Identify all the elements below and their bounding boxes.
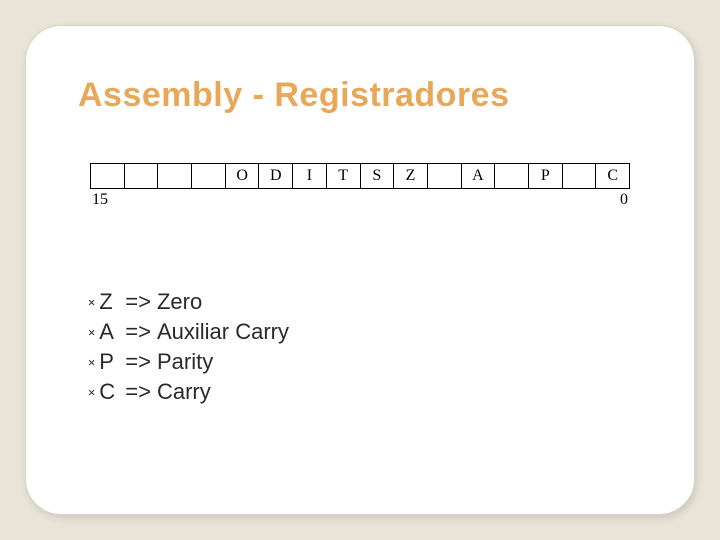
flag-cell: P xyxy=(529,164,563,188)
flag-letter: A xyxy=(99,319,119,345)
bit-high-label: 15 xyxy=(92,191,108,209)
arrow-text: => xyxy=(125,349,151,375)
definition-line: ༝ P => Parity xyxy=(88,349,654,375)
slide-title: Assembly - Registradores xyxy=(78,76,654,115)
flag-cell xyxy=(563,164,597,188)
flag-letter: P xyxy=(99,349,119,375)
arrow-text: => xyxy=(125,379,151,405)
flag-cell xyxy=(495,164,529,188)
flag-definitions: ༝ Z => Zero ༝ A => Auxiliar Carry ༝ P =>… xyxy=(88,289,654,405)
flag-meaning: Carry xyxy=(157,379,211,405)
arrow-text: => xyxy=(125,289,151,315)
flag-cell xyxy=(158,164,192,188)
definition-line: ༝ Z => Zero xyxy=(88,289,654,315)
flag-cell: S xyxy=(361,164,395,188)
arrow-text: => xyxy=(125,319,151,345)
flag-cell: T xyxy=(327,164,361,188)
flag-cell: O xyxy=(226,164,260,188)
flag-register-figure: O D I T S Z A P C 15 0 xyxy=(90,163,630,209)
flag-letter: C xyxy=(99,379,119,405)
flag-cell xyxy=(91,164,125,188)
flag-meaning: Parity xyxy=(157,349,213,375)
flag-cell: Z xyxy=(394,164,428,188)
bullet-icon: ༝ xyxy=(88,322,95,342)
flag-cell xyxy=(192,164,226,188)
flag-cell: A xyxy=(462,164,496,188)
flag-register-row: O D I T S Z A P C xyxy=(90,163,630,189)
flag-meaning: Zero xyxy=(157,289,202,315)
flag-cell: I xyxy=(293,164,327,188)
flag-cell xyxy=(125,164,159,188)
flag-cell: C xyxy=(596,164,629,188)
bullet-icon: ༝ xyxy=(88,292,95,312)
bullet-icon: ༝ xyxy=(88,352,95,372)
flag-cell xyxy=(428,164,462,188)
definition-line: ༝ A => Auxiliar Carry xyxy=(88,319,654,345)
bit-index-labels: 15 0 xyxy=(90,191,630,209)
flag-letter: Z xyxy=(99,289,119,315)
bullet-icon: ༝ xyxy=(88,382,95,402)
bit-low-label: 0 xyxy=(620,191,628,209)
definition-line: ༝ C => Carry xyxy=(88,379,654,405)
flag-meaning: Auxiliar Carry xyxy=(157,319,289,345)
slide-card: Assembly - Registradores O D I T S Z A P… xyxy=(25,25,695,515)
flag-cell: D xyxy=(259,164,293,188)
